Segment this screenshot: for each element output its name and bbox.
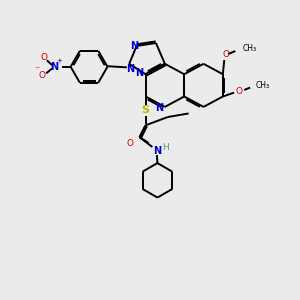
Text: O: O xyxy=(126,139,133,148)
Text: N: N xyxy=(50,62,58,72)
Text: O: O xyxy=(39,71,46,80)
Text: ⁻: ⁻ xyxy=(35,65,40,75)
Text: N: N xyxy=(130,41,138,51)
Text: N: N xyxy=(126,64,134,74)
Text: CH₃: CH₃ xyxy=(256,81,270,90)
Text: N: N xyxy=(153,146,161,156)
Text: CH₃: CH₃ xyxy=(242,44,256,53)
Text: H: H xyxy=(162,143,169,152)
Text: +: + xyxy=(56,58,62,64)
Text: N: N xyxy=(136,68,144,78)
Text: O: O xyxy=(222,50,229,59)
Text: O: O xyxy=(40,53,47,62)
Text: N: N xyxy=(155,103,163,113)
Text: O: O xyxy=(236,87,243,96)
Text: S: S xyxy=(142,105,149,115)
